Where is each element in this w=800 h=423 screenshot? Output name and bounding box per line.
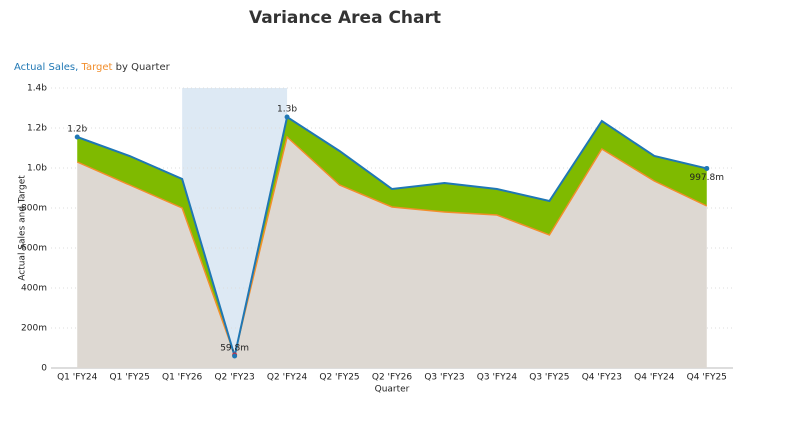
x-tick-label: Q2 'FY23 xyxy=(214,373,254,383)
x-tick-label: Q2 'FY25 xyxy=(319,373,359,383)
x-tick-label: Q2 'FY24 xyxy=(267,373,308,383)
target-line xyxy=(76,135,708,358)
y-tick-label: 400m xyxy=(21,284,47,294)
actual-line xyxy=(76,115,707,357)
point xyxy=(232,353,238,359)
x-tick-label: Q1 'FY26 xyxy=(162,373,203,383)
x-tick-label: Q3 'FY25 xyxy=(529,373,569,383)
y-tick-label: 800m xyxy=(21,204,47,214)
x-tick-label: Q3 'FY24 xyxy=(477,373,518,383)
subtitle-part: Target xyxy=(81,62,113,73)
y-tick-label: 0 xyxy=(41,364,47,374)
y-tick-label: 200m xyxy=(21,324,47,334)
x-tick-label: Q4 'FY24 xyxy=(634,373,675,383)
point xyxy=(284,114,290,120)
x-tick-label: Q1 'FY25 xyxy=(110,373,150,383)
x-tick-label: Q4 'FY23 xyxy=(582,373,622,383)
y-tick-label: 600m xyxy=(21,244,47,254)
point xyxy=(74,134,80,140)
subtitle-part: by Quarter xyxy=(116,62,171,73)
data-label: 1.3b xyxy=(277,105,297,115)
y-tick-label: 1.4b xyxy=(27,84,47,94)
data-label: 1.2b xyxy=(67,125,87,135)
data-label: 997.8m xyxy=(689,173,724,183)
chart-title: Variance Area Chart xyxy=(249,8,441,28)
data-label: 59.8m xyxy=(220,344,249,354)
subtitle: Actual Sales, Target by Quarter xyxy=(14,62,171,73)
y-tick-label: 1.0b xyxy=(27,164,47,174)
subtitle-part: Actual Sales, xyxy=(14,62,78,73)
x-tick-label: Q2 'FY26 xyxy=(372,373,413,383)
x-axis-title: Quarter xyxy=(375,385,410,395)
y-axis-title: Actual Sales and Target xyxy=(18,175,28,281)
x-tick-label: Q4 'FY25 xyxy=(687,373,727,383)
x-tick-label: Q3 'FY23 xyxy=(424,373,464,383)
x-tick-label: Q1 'FY24 xyxy=(57,373,98,383)
y-tick-label: 1.2b xyxy=(27,124,47,134)
point xyxy=(704,165,710,171)
target-area xyxy=(77,137,707,368)
